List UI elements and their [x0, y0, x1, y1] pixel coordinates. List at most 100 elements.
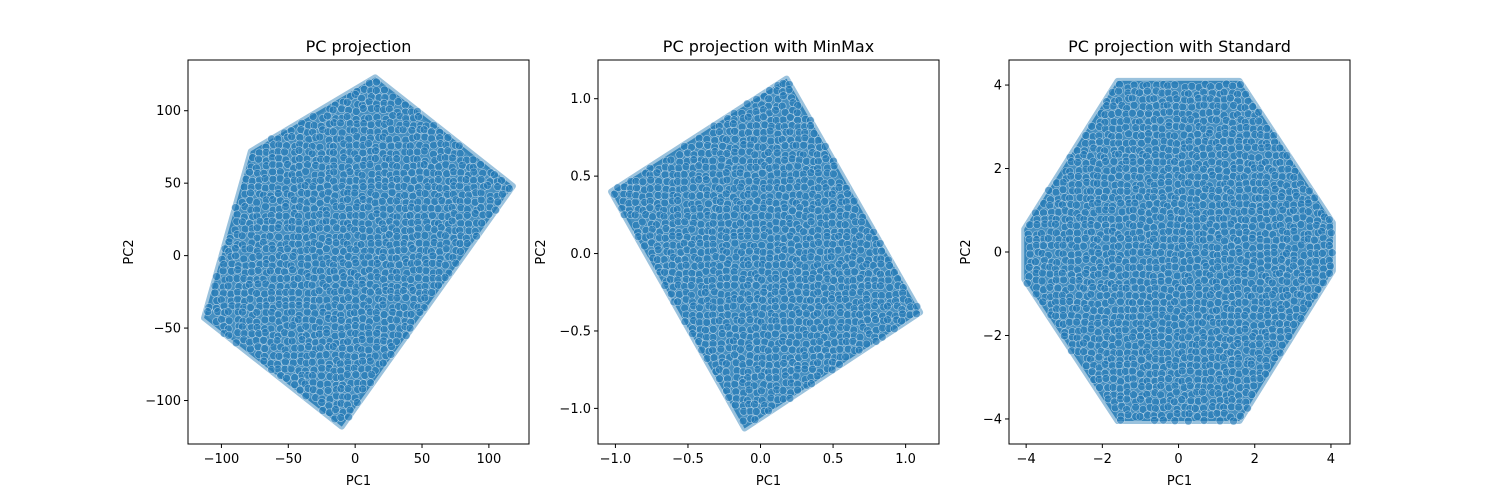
scatter-point [420, 231, 430, 240]
scatter-point [800, 262, 810, 272]
scatter-point [1226, 381, 1235, 391]
scatter-point [857, 217, 866, 227]
scatter-point [427, 288, 437, 297]
scatter-point [777, 252, 787, 262]
scatter-point [289, 351, 299, 361]
scatter-point [1236, 80, 1245, 89]
scatter-point [273, 223, 283, 233]
scatter-point [366, 120, 376, 130]
scatter-point [1185, 276, 1195, 285]
scatter-point [1234, 142, 1244, 152]
scatter-point [307, 280, 317, 290]
scatter-point [315, 343, 325, 353]
scatter-point [294, 217, 304, 227]
scatter-point [1032, 220, 1042, 229]
scatter-point [695, 191, 705, 200]
scatter-point [778, 386, 788, 395]
scatter-point [1136, 331, 1145, 341]
scatter-point [345, 344, 355, 354]
scatter-point [771, 260, 781, 270]
scatter-point [1247, 269, 1256, 279]
scatter-point [336, 118, 345, 128]
scatter-point [282, 273, 292, 283]
scatter-point [827, 189, 837, 199]
x-tick-label: 1.0 [895, 452, 916, 467]
scatter-point [1072, 303, 1081, 313]
scatter-point [308, 112, 318, 121]
scatter-point [405, 211, 415, 220]
scatter-point [493, 182, 503, 191]
scatter-point [1207, 367, 1216, 377]
tick-group: −1.0 −0.5 0.0 0.5 1.0 −1.0 −0.5 0.0 0.5 1.0 [559, 92, 916, 467]
scatter-point [231, 251, 240, 261]
scatter-point [695, 140, 704, 150]
scatter-point [212, 272, 221, 281]
scatter-point [1247, 359, 1256, 369]
scatter-point [744, 176, 754, 186]
scatter-point [1234, 248, 1244, 257]
scatter-point [794, 308, 804, 318]
scatter-point [1187, 102, 1197, 112]
scatter-point [652, 168, 662, 178]
scatter-point [1304, 207, 1313, 216]
x-tick-label: 0.5 [823, 452, 844, 467]
scatter-point [784, 85, 794, 94]
scatter-point [885, 283, 895, 292]
scatter-point [274, 232, 284, 242]
scatter-point [785, 393, 795, 403]
scatter-point [1156, 381, 1166, 390]
scatter-point [260, 315, 270, 325]
scatter-point [780, 155, 789, 165]
scatter-point [1270, 184, 1280, 194]
scatter-point [254, 154, 263, 164]
scatter-point [756, 371, 766, 381]
scatter-point [1268, 324, 1277, 334]
scatter-point [1291, 233, 1301, 243]
scatter-point [1149, 320, 1158, 329]
scatter-point [253, 266, 263, 275]
scatter-point [1081, 233, 1090, 243]
scatter-point [1107, 205, 1117, 215]
scatter-point [1150, 205, 1159, 215]
scatter-point [203, 307, 212, 316]
scatter-point [372, 314, 381, 323]
scatter-point [337, 104, 346, 114]
scatter-point [344, 293, 353, 303]
scatter-point [1220, 160, 1230, 169]
scatter-point [1131, 269, 1141, 279]
scatter-point [324, 237, 334, 246]
scatter-point [780, 203, 790, 213]
scatter-point [1249, 381, 1258, 391]
scatter-point [287, 223, 297, 233]
scatter-point [1170, 313, 1179, 323]
scatter-point [364, 345, 373, 355]
scatter-point [785, 113, 795, 122]
scatter-point [764, 94, 774, 104]
scatter-point [788, 206, 797, 216]
scatter-point [300, 181, 310, 190]
scatter-point [750, 399, 759, 409]
scatter-point [307, 357, 317, 367]
scatter-point [224, 237, 234, 247]
scatter-point [1304, 268, 1313, 278]
scatter-point [343, 195, 352, 204]
scatter-point [1271, 235, 1281, 245]
scatter-point [322, 328, 331, 338]
scatter-point [728, 119, 738, 128]
scatter-point [1235, 185, 1244, 195]
scatter-point [806, 295, 815, 305]
scatter-point [413, 204, 422, 213]
scatter-point [1220, 150, 1230, 159]
scatter-point [744, 246, 754, 256]
scatter-point [265, 231, 275, 241]
scatter-point [697, 345, 707, 355]
scatter-point [365, 226, 374, 235]
scatter-point [1277, 172, 1287, 181]
scatter-point [687, 191, 697, 201]
scatter-point [1227, 327, 1237, 336]
scatter-point [1319, 278, 1328, 288]
scatter-point [688, 183, 698, 192]
scatter-point [1024, 234, 1034, 244]
scatter-point [252, 223, 262, 233]
x-tick-label: −4 [1017, 452, 1036, 467]
